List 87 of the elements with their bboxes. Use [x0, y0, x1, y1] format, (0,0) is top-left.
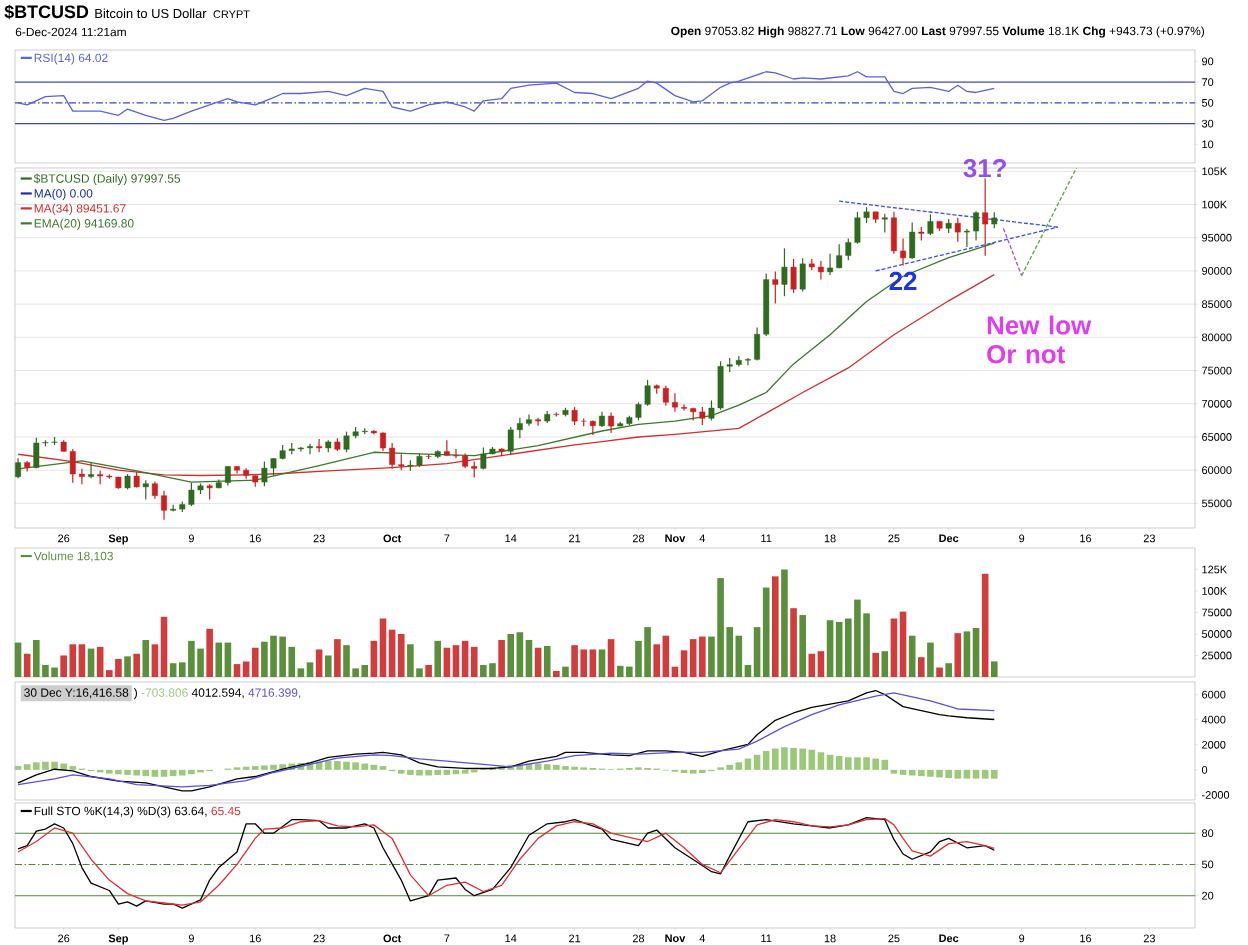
y-tick-label: 4000: [1201, 715, 1226, 724]
y-tick-label: 25000: [1202, 651, 1232, 660]
y-tick-label: 10: [1202, 140, 1214, 149]
y-tick-label: 30: [1201, 119, 1214, 128]
chart-title: $BTCUSD: [4, 4, 89, 20]
x-tick-label: 14: [505, 534, 517, 543]
x-tick-label: 7: [444, 934, 450, 943]
y-tick-label: 55000: [1201, 499, 1232, 508]
x-tick-label: 9: [188, 934, 194, 943]
y-tick-label: 80000: [1202, 333, 1232, 342]
x-tick-label: Nov: [665, 534, 686, 543]
x-tick-label: 7: [444, 534, 450, 543]
x-tick-label: Dec: [939, 934, 959, 943]
x-tick-label: 23: [1143, 934, 1155, 943]
y-tick-label: 125K: [1202, 565, 1227, 574]
x-tick-label: 28: [632, 934, 645, 943]
y-tick-label: 70: [1202, 78, 1214, 86]
y-tick-label: 100K: [1202, 587, 1227, 595]
x-tick-label: 26: [58, 934, 70, 943]
x-tick-label: 16: [1080, 934, 1092, 943]
x-tick-label: 28: [632, 534, 645, 543]
text: 65.45: [211, 806, 241, 816]
x-tick-label: 23: [313, 534, 325, 543]
x-tick-label: Oct: [383, 534, 402, 543]
text: Open 97053.82 High 98827.71 Low 96427.00 Last 97997.55 Volume 18.1K Chg +943.73 (+0.97%): [671, 26, 1205, 38]
text: -703.806: [141, 688, 188, 697]
text: CRYPT: [213, 10, 250, 19]
y-tick-label: 75000: [1202, 366, 1232, 375]
y-tick-label: 50000: [1201, 630, 1232, 638]
x-tick-label: 11: [761, 934, 772, 943]
legend-label: MA(34) 89451.67: [34, 203, 126, 215]
x-tick-label: 16: [1080, 534, 1092, 543]
x-tick-label: 18: [824, 534, 836, 543]
annotation: MA(0) 0.00: [34, 188, 93, 201]
x-tick-label: 26: [58, 534, 70, 543]
x-tick-label: 14: [505, 934, 517, 943]
y-tick-label: 105K: [1202, 167, 1227, 176]
x-tick-label: 16: [250, 934, 261, 943]
y-tick-label: 60000: [1202, 466, 1232, 475]
y-tick-label: -2000: [1202, 791, 1230, 799]
x-tick-label: 21: [569, 934, 581, 943]
x-tick-label: 25: [888, 934, 900, 943]
y-tick-label: 95000: [1202, 233, 1232, 242]
x-tick-label: Oct: [383, 934, 402, 943]
x-tick-label: 23: [313, 934, 325, 943]
y-tick-label: 65000: [1202, 433, 1232, 441]
y-tick-label: 2000: [1202, 740, 1226, 749]
x-tick-label: Nov: [665, 934, 686, 943]
x-tick-label: 4: [699, 934, 706, 943]
x-tick-label: Sep: [108, 534, 128, 545]
x-tick-label: 9: [1019, 934, 1025, 943]
chart-subtitle: Bitcoin to US Dollar: [95, 8, 207, 19]
x-tick-label: 18: [824, 934, 836, 943]
y-tick-label: 50: [1201, 98, 1214, 107]
annotation: 31?: [963, 159, 1006, 178]
y-tick-label: 100K: [1202, 200, 1227, 209]
annotation: 30 Dec Y:16,416.58: [24, 688, 129, 699]
y-tick-label: 90000: [1202, 267, 1232, 275]
x-tick-label: 21: [569, 534, 581, 543]
y-tick-label: 6000: [1202, 690, 1226, 699]
text: 4012.594,: [191, 688, 244, 699]
y-tick-label: 80: [1202, 829, 1214, 838]
x-tick-label: Dec: [939, 534, 959, 543]
text: 4716.399,: [248, 688, 301, 699]
x-tick-label: 16: [250, 534, 261, 543]
legend-label: $BTCUSD (Daily) 97997.55: [33, 173, 181, 186]
x-tick-label: 25: [888, 534, 900, 543]
legend-label: EMA(20) 94169.80: [34, 218, 134, 230]
y-tick-label: 70000: [1202, 399, 1232, 408]
x-tick-label: 23: [1143, 534, 1155, 543]
text: 6-Dec-2024 11:21am: [15, 27, 126, 37]
y-tick-label: 75000: [1202, 608, 1232, 617]
legend-label: RSI(14) 64.02: [34, 53, 108, 65]
y-tick-label: 90: [1202, 57, 1214, 66]
x-tick-label: 11: [761, 534, 772, 543]
y-tick-label: 50: [1201, 860, 1214, 869]
y-tick-label: 85000: [1202, 300, 1232, 309]
x-tick-label: 4: [699, 534, 706, 543]
y-tick-label: 0: [1201, 765, 1208, 774]
legend-label: Volume 18,103: [33, 551, 113, 562]
legend-label: Full STO %K(14,3) %D(3) 63.64,: [34, 806, 207, 818]
x-tick-label: 9: [1019, 534, 1025, 543]
x-tick-label: 9: [188, 534, 194, 543]
annotation: ): [133, 688, 137, 700]
y-tick-label: 20: [1202, 891, 1214, 900]
annotation: New low Or not: [987, 315, 1092, 364]
x-tick-label: Sep: [108, 934, 128, 945]
